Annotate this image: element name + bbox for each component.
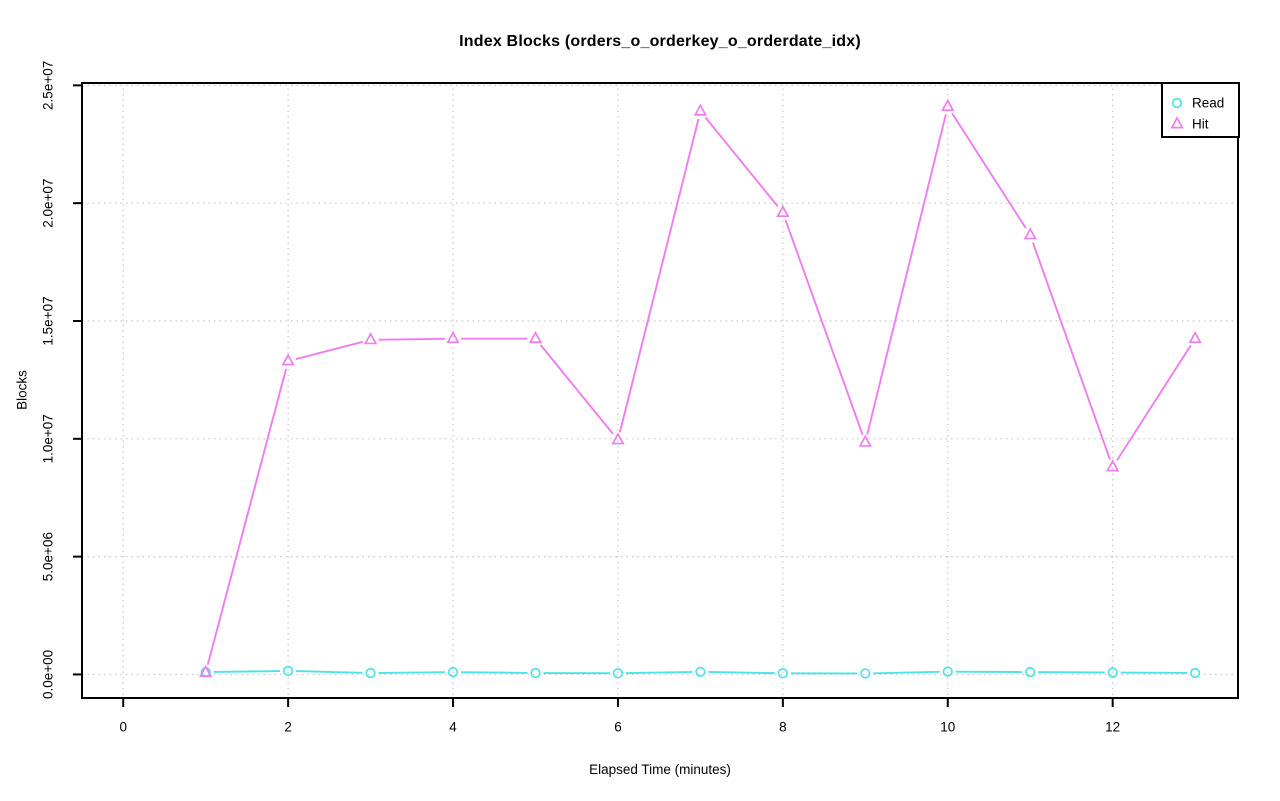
- series-read-point: [614, 669, 623, 678]
- legend-label-hit: Hit: [1192, 117, 1209, 132]
- series-read-segment: [461, 672, 527, 673]
- series-read-point: [696, 668, 705, 677]
- series-read-point: [1191, 669, 1200, 678]
- plot-area: 0 2 4 6 8 10 12 0.0e+00 5.0e+06 1.0e+07 1.5e+07 2.0…: [0, 0, 1280, 801]
- series-read-segment: [626, 672, 692, 673]
- series-hit-point: [1025, 229, 1035, 239]
- series-hit-point: [1190, 333, 1200, 343]
- series-read-point: [284, 667, 293, 676]
- series-read-segment: [296, 671, 362, 673]
- plot-border: [82, 83, 1238, 698]
- y-axis-label: Blocks: [15, 370, 30, 410]
- series-hit-point: [778, 207, 788, 217]
- series-hit-segment: [296, 342, 363, 359]
- series-read-segment: [708, 672, 774, 673]
- series-read-point: [1026, 668, 1035, 677]
- x-axis-label: Elapsed Time (minutes): [82, 762, 1238, 777]
- series-hit-point: [695, 105, 705, 115]
- series-hit-point: [283, 355, 293, 365]
- series-read-segment: [379, 672, 445, 673]
- series-hit-segment: [379, 339, 445, 340]
- y-tick-label: 1.0e+07: [41, 414, 56, 463]
- x-tick-label: 12: [1105, 720, 1120, 735]
- series-read-point: [531, 669, 540, 678]
- x-tick-label: 0: [119, 720, 127, 735]
- x-tick-label: 6: [614, 720, 622, 735]
- series-hit-point: [860, 436, 870, 446]
- series-hit-segment: [208, 369, 286, 665]
- series-hit-segment: [620, 119, 699, 432]
- series-hit-segment: [541, 345, 613, 434]
- y-tick-label: 2.0e+07: [41, 179, 56, 228]
- x-tick-label: 10: [940, 720, 955, 735]
- y-tick-label: 0.0e+00: [41, 650, 56, 699]
- series-hit-segment: [952, 113, 1026, 228]
- series-hit-segment: [867, 114, 946, 434]
- x-tick-label: 2: [284, 720, 292, 735]
- y-tick-label: 2.5e+07: [41, 61, 56, 110]
- series-hit-segment: [705, 117, 777, 206]
- y-tick-label: 5.0e+06: [41, 532, 56, 581]
- legend-label-read: Read: [1192, 96, 1224, 111]
- x-tick-label: 4: [449, 720, 457, 735]
- series-read-segment: [214, 671, 280, 672]
- figure: Index Blocks (orders_o_orderkey_o_orderd…: [0, 0, 1280, 801]
- series-hit-segment: [1117, 345, 1191, 460]
- series-hit-point: [530, 333, 540, 343]
- series-read-segment: [873, 672, 939, 674]
- series-read-point: [861, 669, 870, 678]
- series-hit-segment: [786, 220, 863, 435]
- series-read-point: [366, 669, 375, 678]
- series-hit-segment: [1033, 243, 1110, 460]
- series-hit-point: [365, 334, 375, 344]
- series-read-point: [779, 669, 788, 678]
- x-tick-label: 8: [779, 720, 787, 735]
- y-tick-label: 1.5e+07: [41, 296, 56, 345]
